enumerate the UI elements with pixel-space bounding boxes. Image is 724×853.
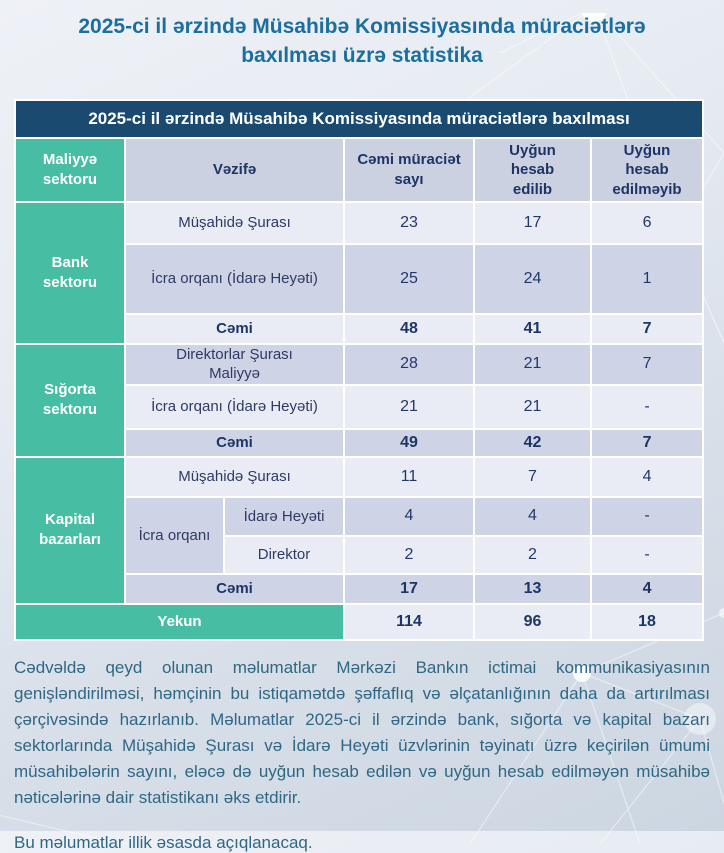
value-accepted: 24 <box>473 242 592 315</box>
value-accepted: 21 <box>473 342 592 386</box>
grand-total-rejected: 18 <box>589 602 705 641</box>
subtotal-total: 49 <box>343 427 475 458</box>
value-rejected: 4 <box>589 455 705 498</box>
subtotal-rejected: 7 <box>589 312 705 345</box>
value-total: 21 <box>343 383 475 430</box>
sector-cell-insurance: Sığorta sektoru <box>14 342 126 458</box>
value-accepted: 21 <box>473 383 592 430</box>
table-row: Sığorta sektoru Direktorlar Şurası Maliy… <box>14 342 705 458</box>
subtotal-row-bank: Cəmi 48 41 7 <box>15 312 705 345</box>
table-row: Bank sektoru Müşahidə Şurası 23 17 6 <box>14 200 705 345</box>
column-header-accepted: Uyğun hesab edilib <box>473 136 592 203</box>
statistics-table: 2025-ci il ərzində Müsahibə Komissiyasın… <box>13 98 705 641</box>
position-group-cell: İcra orqanı <box>124 495 225 575</box>
column-header-sector: Maliyyə sektoru <box>14 136 126 203</box>
value-rejected: - <box>589 495 705 537</box>
value-total: 4 <box>343 495 475 537</box>
subtotal-row-capital: Cəmi 17 13 4 <box>15 572 705 605</box>
value-rejected: - <box>589 383 705 430</box>
table-row: Kapital bazarları Müşahidə Şurası 11 7 4 <box>14 455 705 605</box>
subtotal-rejected: 7 <box>589 427 705 458</box>
position-cell: Direktorlar Şurası Maliyyə <box>124 342 345 386</box>
subtotal-total: 17 <box>343 572 475 605</box>
position-cell: İcra orqanı (İdarə Heyəti) <box>124 383 345 430</box>
table-row: İcra orqanı İdarə Heyəti 4 4 - <box>15 495 705 575</box>
value-rejected: 6 <box>589 200 705 245</box>
subtotal-row-insurance: Cəmi 49 42 7 <box>15 427 705 458</box>
grand-total-total: 114 <box>343 602 475 641</box>
grand-total-accepted: 96 <box>473 602 592 641</box>
table-header-row: Maliyyə sektoru Vəzifə Cəmi müraciət say… <box>14 136 705 203</box>
table-row: Direktor 2 2 - <box>15 534 705 575</box>
table-row: İcra orqanı (İdarə Heyəti) 25 24 1 <box>15 242 705 315</box>
position-cell: Direktor <box>223 534 345 575</box>
table-caption-row: 2025-ci il ərzində Müsahibə Komissiyasın… <box>13 98 705 139</box>
footer-paragraph: Cədvəldə qeyd olunan məlumatlar Mərkəzi … <box>14 657 710 807</box>
position-cell: Müşahidə Şurası <box>124 200 345 245</box>
column-header-total: Cəmi müraciət sayı <box>343 136 475 203</box>
value-total: 23 <box>343 200 475 245</box>
value-total: 11 <box>343 455 475 498</box>
position-cell: İdarə Heyəti <box>223 495 345 537</box>
value-accepted: 2 <box>473 534 592 575</box>
value-rejected: - <box>589 534 705 575</box>
sector-cell-capital: Kapital bazarları <box>14 455 126 605</box>
subtotal-label: Cəmi <box>124 427 345 458</box>
subtotal-label: Cəmi <box>124 312 345 345</box>
column-header-rejected: Uyğun hesab edilməyib <box>589 136 705 203</box>
table-row: İcra orqanı (İdarə Heyəti) 21 21 - <box>15 383 705 430</box>
value-total: 25 <box>343 242 475 315</box>
subtotal-accepted: 41 <box>473 312 592 345</box>
page: 2025-ci il ərzində Müsahibə Komissiyasın… <box>0 13 724 853</box>
value-total: 28 <box>343 342 475 386</box>
value-accepted: 17 <box>473 200 592 245</box>
position-cell: İcra orqanı (İdarə Heyəti) <box>124 242 345 315</box>
footer-note: Bu məlumatlar illik əsasda açıqlanacaq. <box>14 832 313 852</box>
value-rejected: 7 <box>589 342 705 386</box>
subtotal-accepted: 42 <box>473 427 592 458</box>
column-header-position: Vəzifə <box>124 136 345 203</box>
grand-total-row: Yekun 114 96 18 <box>14 602 705 641</box>
subtotal-total: 48 <box>343 312 475 345</box>
grand-total-label: Yekun <box>14 602 345 641</box>
value-accepted: 7 <box>473 455 592 498</box>
subtotal-accepted: 13 <box>473 572 592 605</box>
value-accepted: 4 <box>473 495 592 537</box>
value-rejected: 1 <box>589 242 705 315</box>
table-caption: 2025-ci il ərzində Müsahibə Komissiyasın… <box>13 98 705 139</box>
subtotal-label: Cəmi <box>124 572 345 605</box>
value-total: 2 <box>343 534 475 575</box>
sector-cell-bank: Bank sektoru <box>14 200 126 345</box>
subtotal-rejected: 4 <box>589 572 705 605</box>
position-cell: Müşahidə Şurası <box>124 455 345 498</box>
page-title: 2025-ci il ərzində Müsahibə Komissiyasın… <box>78 15 646 67</box>
